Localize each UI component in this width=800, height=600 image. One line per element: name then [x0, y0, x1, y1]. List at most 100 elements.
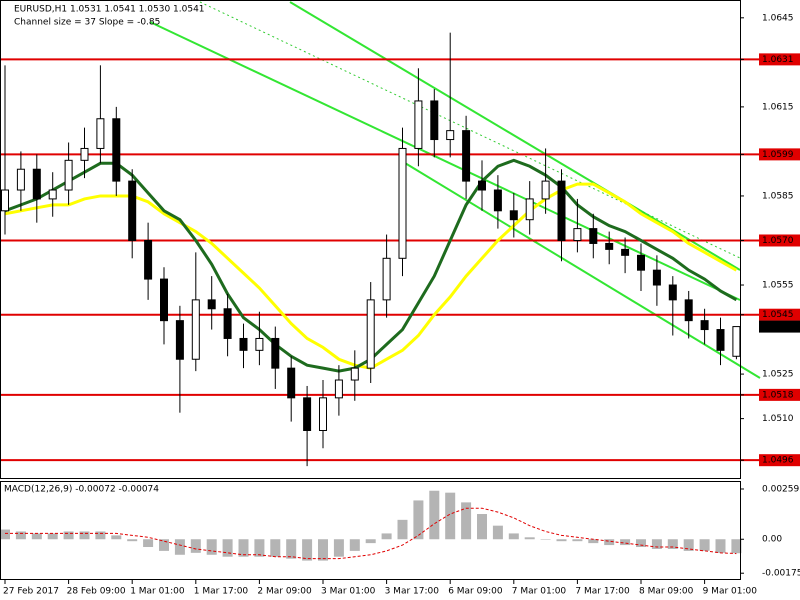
- level-label-box: [759, 454, 800, 467]
- macd-bar: [667, 539, 678, 549]
- x-tick-label: 2 Mar 09:00: [257, 587, 312, 597]
- candle-body: [128, 180, 137, 241]
- candle-body: [700, 320, 709, 331]
- candle-body: [430, 100, 439, 141]
- x-tick-label: 28 Feb 09:00: [67, 587, 126, 597]
- plot-layer: [0, 1, 800, 561]
- candle-body: [716, 329, 725, 351]
- macd-bar: [270, 539, 281, 557]
- x-tick-label: 1 Mar 01:00: [130, 587, 185, 597]
- macd-bar: [620, 539, 631, 546]
- y-tick-label: -0.00175: [762, 569, 800, 579]
- candle-body: [684, 299, 693, 322]
- candle-body: [144, 239, 153, 280]
- candle-body: [175, 320, 184, 360]
- macd-bar: [588, 539, 599, 544]
- x-tick-label: 3 Mar 01:00: [321, 587, 376, 597]
- macd-bar: [127, 539, 138, 542]
- candle-body: [493, 189, 502, 212]
- macd-bar: [174, 539, 185, 555]
- macd-bar: [477, 514, 487, 540]
- candle-body: [541, 180, 550, 200]
- candle-body: [573, 228, 582, 241]
- y-tick-label: 1.0570: [762, 236, 794, 246]
- macd-bar: [63, 531, 74, 540]
- channel-line: [289, 1, 741, 271]
- candle-body: [271, 337, 280, 369]
- macd-bar: [31, 533, 42, 540]
- macd-bar: [47, 533, 58, 540]
- signal-line: [5, 507, 737, 560]
- chart-subtitle: Channel size = 37 Slope = -0.85: [14, 18, 160, 28]
- macd-bar: [429, 490, 440, 540]
- level-label-box: [759, 234, 800, 247]
- candle-body: [414, 100, 423, 149]
- candle-body: [557, 180, 566, 241]
- macd-bar: [95, 531, 106, 540]
- macd-bar: [143, 539, 154, 548]
- y-tick-label: 1.0518: [762, 390, 794, 400]
- y-tick-label: 1.0496: [762, 456, 794, 466]
- macd-bar: [206, 539, 217, 555]
- macd-bar: [636, 539, 646, 548]
- level-label-box: [759, 388, 800, 401]
- macd-bar: [190, 539, 201, 553]
- y-tick-label: 1.0555: [762, 281, 794, 291]
- macd-bar: [397, 519, 408, 540]
- macd-bar: [286, 539, 297, 559]
- candle-body: [112, 118, 121, 182]
- candle-body: [509, 210, 518, 221]
- candle-body: [1, 189, 9, 212]
- x-tick-label: 8 Mar 09:00: [639, 587, 694, 597]
- channel-line: [149, 21, 741, 301]
- candle-body: [32, 168, 41, 200]
- y-tick-label: 0.00259: [762, 484, 799, 494]
- x-tick-label: 3 Mar 17:00: [385, 587, 440, 597]
- candle-body: [48, 189, 57, 200]
- chart-title: EURUSD,H1 1.0531 1.0541 1.0530 1.0541: [14, 5, 205, 15]
- price-frame: [0, 0, 741, 479]
- candle-body: [334, 379, 343, 399]
- macd-bar: [381, 533, 392, 540]
- level-label-box: [759, 53, 800, 66]
- y-tick-label: 1.0585: [762, 191, 794, 201]
- macd-bar: [572, 539, 583, 542]
- x-tick-label: 9 Mar 01:00: [703, 587, 758, 597]
- macd-bar: [318, 539, 328, 561]
- x-tick-label: 27 Feb 2017: [3, 587, 59, 597]
- candle-body: [478, 180, 486, 191]
- macd-bar: [238, 539, 249, 557]
- macd-bar: [683, 539, 694, 551]
- macd-bar: [715, 539, 726, 553]
- candle-body: [589, 228, 598, 244]
- macd-title: MACD(12,26,9) -0.00072 -0.00074: [4, 485, 159, 495]
- y-tick-label: 1.0615: [762, 102, 794, 112]
- macd-bar: [556, 539, 567, 542]
- x-tick-label: 1 Mar 17:00: [194, 587, 249, 597]
- level-label-box: [759, 308, 800, 321]
- macd-bar: [492, 525, 503, 540]
- candle-body: [668, 284, 677, 301]
- macd-bar: [0, 529, 10, 540]
- candle-body: [366, 299, 375, 369]
- y-tick-label: 1.0525: [762, 370, 794, 380]
- candle-body: [350, 367, 359, 381]
- macd-bar: [508, 533, 519, 540]
- candle-body: [287, 367, 296, 399]
- candle-body: [525, 198, 534, 221]
- candle-body: [255, 337, 264, 351]
- candle-body: [446, 130, 455, 141]
- candle-body: [16, 168, 25, 191]
- y-tick-label: 1.0545: [762, 310, 794, 320]
- level-label-box: [759, 148, 800, 161]
- macd-bar: [254, 539, 265, 557]
- x-tick-label: 6 Mar 09:00: [448, 587, 503, 597]
- macd-bar: [604, 539, 615, 546]
- candle-body: [605, 242, 614, 250]
- macd-bar: [159, 539, 169, 551]
- macd-bar: [461, 502, 472, 540]
- macd-bar: [731, 539, 742, 554]
- candle-body: [80, 147, 89, 161]
- macd-bar: [445, 492, 456, 540]
